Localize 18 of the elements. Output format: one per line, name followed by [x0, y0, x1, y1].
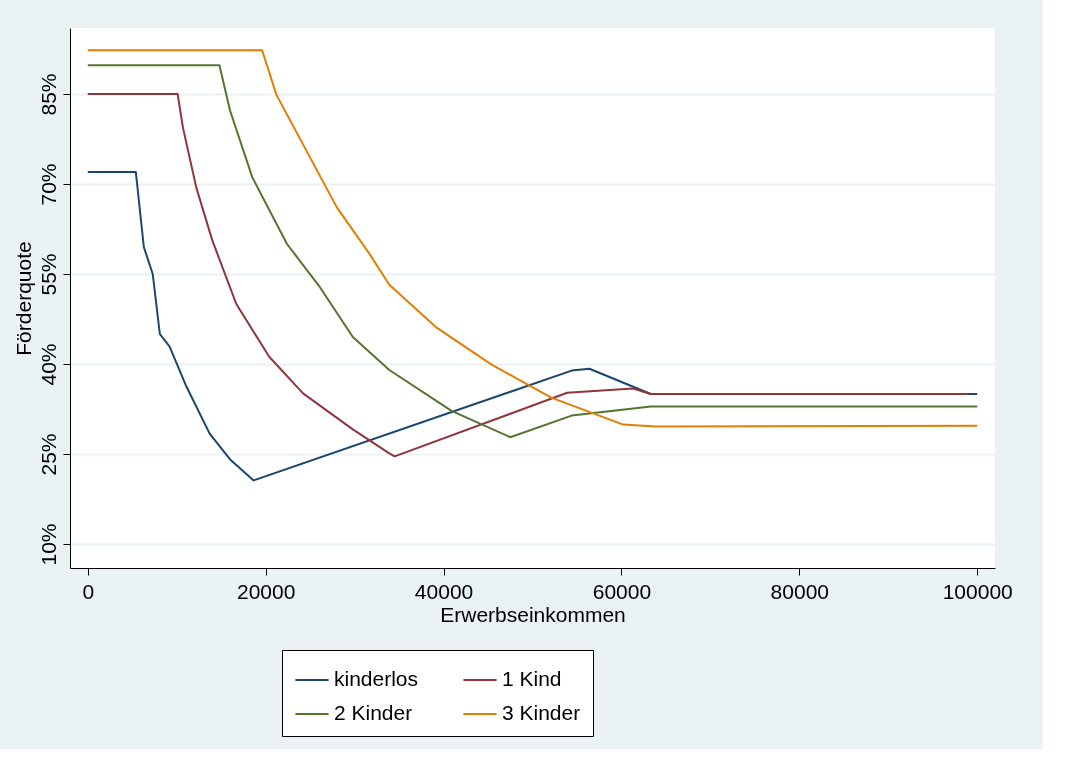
legend-label: 3 Kinder: [502, 701, 581, 724]
x-axis-title: Erwerbseinkommen: [440, 602, 626, 626]
y-tick-label: 70%: [36, 163, 60, 206]
legend-label: 1 Kind: [502, 667, 562, 690]
y-tick-label: 10%: [36, 523, 60, 566]
x-tick-label: 0: [82, 579, 95, 603]
legend-label: 2 Kinder: [334, 701, 413, 724]
x-tick-label: 20000: [236, 579, 296, 603]
legend-label: kinderlos: [334, 667, 419, 690]
y-tick-label: 40%: [36, 343, 60, 386]
x-tick-label: 60000: [592, 579, 652, 603]
y-tick-label: 25%: [36, 433, 60, 476]
x-tick-label: 40000: [414, 579, 474, 603]
y-tick-label: 85%: [36, 73, 60, 116]
x-tick-label: 80000: [770, 579, 830, 603]
y-axis-title: Förderquote: [11, 241, 35, 356]
y-tick-label: 55%: [36, 253, 60, 296]
x-tick-label: 100000: [942, 579, 1013, 603]
